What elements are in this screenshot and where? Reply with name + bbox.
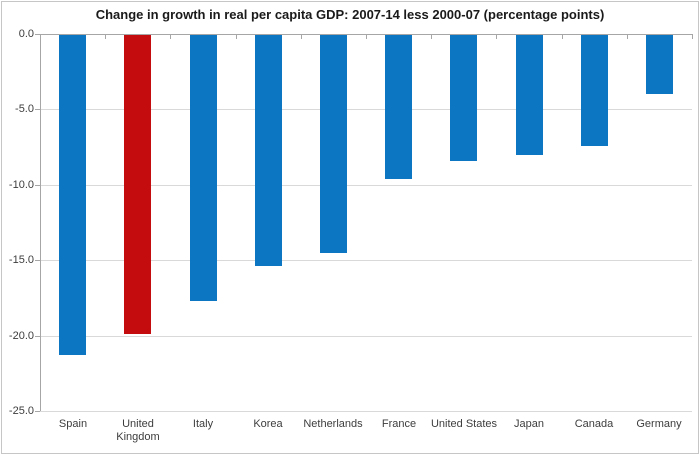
- x-tick-label: Korea: [253, 418, 283, 430]
- bar-netherlands: [320, 35, 347, 253]
- y-axis-tick: [35, 411, 40, 412]
- gridline: [40, 260, 692, 261]
- x-axis-tick: [496, 34, 497, 39]
- x-axis-tick: [301, 34, 302, 39]
- bar-canada: [581, 35, 608, 146]
- bar-japan: [516, 35, 543, 155]
- value-axis-line: [40, 34, 41, 411]
- x-axis-tick: [366, 34, 367, 39]
- bar-italy: [190, 35, 217, 301]
- bar-korea: [255, 35, 282, 266]
- gridline: [40, 411, 692, 412]
- chart-title: Change in growth in real per capita GDP:…: [95, 7, 605, 22]
- bar-spain: [59, 35, 86, 355]
- y-axis-tick: [35, 336, 40, 337]
- bar-germany: [646, 35, 673, 94]
- x-tick-label: United States: [430, 418, 498, 430]
- x-axis-tick: [562, 34, 563, 39]
- x-tick-label: Italy: [192, 418, 214, 430]
- bar-united-states: [450, 35, 477, 161]
- x-tick-label: Canada: [574, 418, 614, 430]
- x-tick-label: Japan: [514, 418, 544, 430]
- x-axis-tick: [236, 34, 237, 39]
- x-axis-tick: [170, 34, 171, 39]
- y-tick-label: 0.0: [18, 28, 34, 40]
- y-tick-label: -5.0: [15, 103, 34, 115]
- y-axis-tick: [35, 260, 40, 261]
- y-axis-tick: [35, 34, 40, 35]
- x-axis-tick: [627, 34, 628, 39]
- x-tick-label: France: [381, 418, 417, 430]
- y-tick-label: -10.0: [8, 179, 34, 191]
- bar-united-kingdom: [124, 35, 151, 334]
- y-axis-tick: [35, 185, 40, 186]
- x-tick-label: United Kingdom: [116, 418, 160, 443]
- plot-area: [40, 34, 693, 412]
- y-tick-label: -20.0: [8, 330, 34, 342]
- x-tick-label: Germany: [636, 418, 682, 430]
- x-axis-tick: [431, 34, 432, 39]
- x-tick-label: Spain: [58, 418, 88, 430]
- bar-france: [385, 35, 412, 179]
- y-tick-label: -15.0: [8, 254, 34, 266]
- gridline: [40, 185, 692, 186]
- y-axis-tick: [35, 109, 40, 110]
- gridline: [40, 109, 692, 110]
- x-axis-tick: [692, 34, 693, 39]
- x-axis-tick: [105, 34, 106, 39]
- x-tick-label: Netherlands: [303, 418, 363, 430]
- y-tick-label: -25.0: [8, 405, 34, 417]
- gridline: [40, 336, 692, 337]
